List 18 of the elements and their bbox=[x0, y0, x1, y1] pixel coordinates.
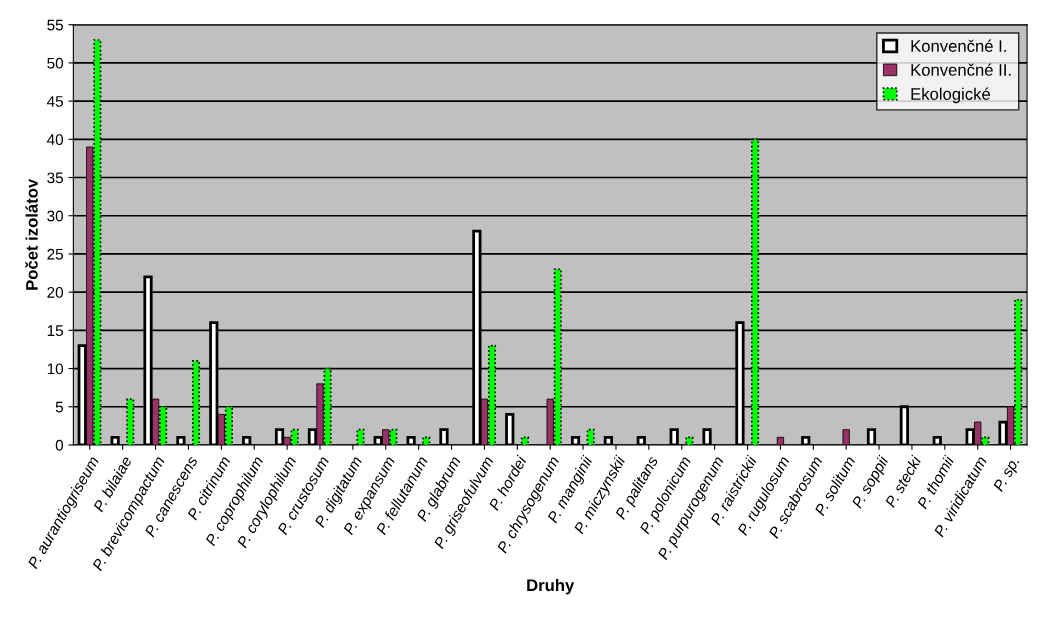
y-tick-label: 25 bbox=[47, 248, 63, 260]
legend-label: Ekologické bbox=[911, 87, 990, 104]
x-axis-title: Druhy bbox=[527, 578, 575, 595]
y-tick-label: 40 bbox=[47, 134, 64, 146]
y-tick-label: 45 bbox=[47, 96, 63, 107]
y-tick-label: 20 bbox=[47, 287, 64, 298]
y-tick-label: 50 bbox=[47, 57, 64, 69]
y-tick-label: 30 bbox=[47, 210, 64, 222]
x-tick-label: P. sp. bbox=[992, 456, 1022, 494]
legend-label: Konvenčné I. bbox=[911, 39, 1006, 52]
y-tick-label: 55 bbox=[47, 19, 63, 31]
y-axis-title: Počet izolátov bbox=[25, 178, 38, 290]
y-tick-label: 15 bbox=[47, 325, 63, 337]
y-tick-label: 35 bbox=[47, 172, 63, 184]
legend-label: Konvenčné II. bbox=[911, 63, 1011, 76]
y-tick-label: 0 bbox=[55, 439, 64, 451]
y-tick-label: 5 bbox=[55, 401, 63, 413]
y-tick-label: 10 bbox=[47, 363, 64, 375]
